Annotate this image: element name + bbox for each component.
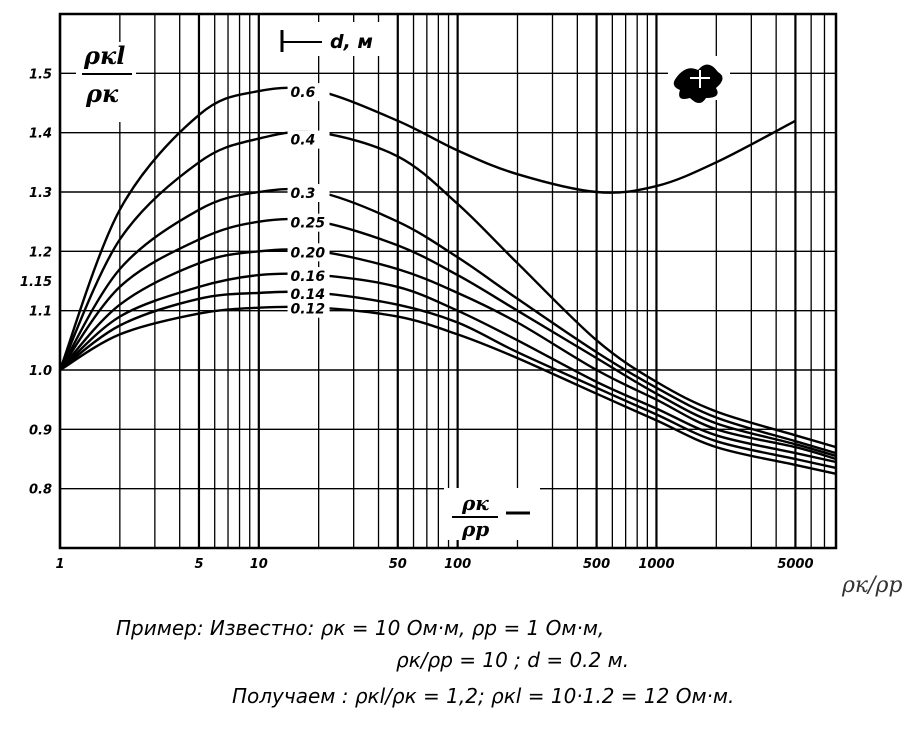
x-tick-label: 50 xyxy=(389,557,407,572)
x-tick-label: 10 xyxy=(250,557,268,572)
y-tick-label: 0.8 xyxy=(29,483,52,498)
x-axis-label-inside-top: ρк xyxy=(461,491,489,515)
y-tick-label: 0.9 xyxy=(29,423,52,438)
example-line-3: Получаем : ρкl/ρк = 1,2; ρкl = 10·1.2 = … xyxy=(232,684,735,708)
y-tick-label: 1.2 xyxy=(29,245,52,260)
ylabel-background xyxy=(76,42,136,122)
series-label-background xyxy=(287,284,330,303)
y-tick-label: 1.15 xyxy=(20,275,52,290)
x-tick-label: 5000 xyxy=(777,557,813,572)
curve-labels: 0.6 0.4 0.3 0.25 0.20 0.16 0.140.12 xyxy=(287,83,330,318)
series-line-0.6 xyxy=(58,86,796,371)
plot-frame xyxy=(58,12,838,550)
series-label-0.4: 0.4 xyxy=(291,133,316,149)
legend-title: d, м xyxy=(330,31,373,53)
y-tick-label: 1.0 xyxy=(29,364,52,379)
x-tick-label: 5 xyxy=(194,557,203,572)
series-label-background xyxy=(287,267,330,286)
y-tick-label: 1.4 xyxy=(29,127,52,142)
series-label-background xyxy=(287,83,330,102)
x-tick-label: 500 xyxy=(583,557,610,572)
legend-title-background xyxy=(280,22,390,56)
y-axis-label-top: ρкl xyxy=(83,41,125,70)
y-axis-label-bottom: ρк xyxy=(85,79,119,108)
series-label-0.16: 0.16 xyxy=(291,269,326,285)
series-label-background xyxy=(287,299,330,318)
x-tick-labels: 1 5 10 50 100 500 1000 5000 xyxy=(55,557,813,572)
series-label-0.3: 0.3 xyxy=(291,186,316,202)
series-label-0.20: 0.20 xyxy=(291,245,326,261)
series-label-0.14: 0.14 xyxy=(291,287,326,303)
series-label-background xyxy=(287,213,330,232)
series-layer xyxy=(58,86,837,475)
x-axis-label-inside-bottom: ρр xyxy=(461,517,489,541)
y-tick-label: 1.3 xyxy=(29,186,52,201)
x-tick-label: 1 xyxy=(55,557,64,572)
y-tick-labels: 1.5 1.4 1.3 1.2 1.15 1.1 1.0 0.9 0.8 xyxy=(20,67,52,497)
emblem-icon xyxy=(668,56,730,103)
x-tick-label: 100 xyxy=(444,557,471,572)
series-label-0.12: 0.12 xyxy=(291,302,326,318)
series-label-0.6: 0.6 xyxy=(291,85,316,101)
series-label-background xyxy=(287,184,330,202)
x-tick-label: 1000 xyxy=(638,557,674,572)
series-label-background xyxy=(287,243,330,262)
series-label-background xyxy=(287,130,330,149)
series-line-0.12 xyxy=(59,305,837,475)
x-axis-label-outside: ρк/ρр xyxy=(841,573,903,598)
series-line-0.16 xyxy=(59,272,837,464)
series-line-0.25 xyxy=(59,217,837,458)
series-line-0.20 xyxy=(59,248,837,461)
example-line-2: ρк/ρр = 10 ; d = 0.2 м. xyxy=(396,648,630,672)
series-line-0.4 xyxy=(58,130,837,449)
series-label-0.25: 0.25 xyxy=(291,216,326,232)
series-line-0.3 xyxy=(58,187,837,455)
y-tick-label: 1.5 xyxy=(29,67,52,82)
y-tick-label: 1.1 xyxy=(29,305,52,320)
example-line-1: Пример: Известно: ρк = 10 Ом·м, ρр = 1 О… xyxy=(116,616,605,640)
chart: 0.60.40.30.250.200.160.140.12 1.51.41.31… xyxy=(20,12,903,598)
series-line-0.14 xyxy=(59,290,837,470)
